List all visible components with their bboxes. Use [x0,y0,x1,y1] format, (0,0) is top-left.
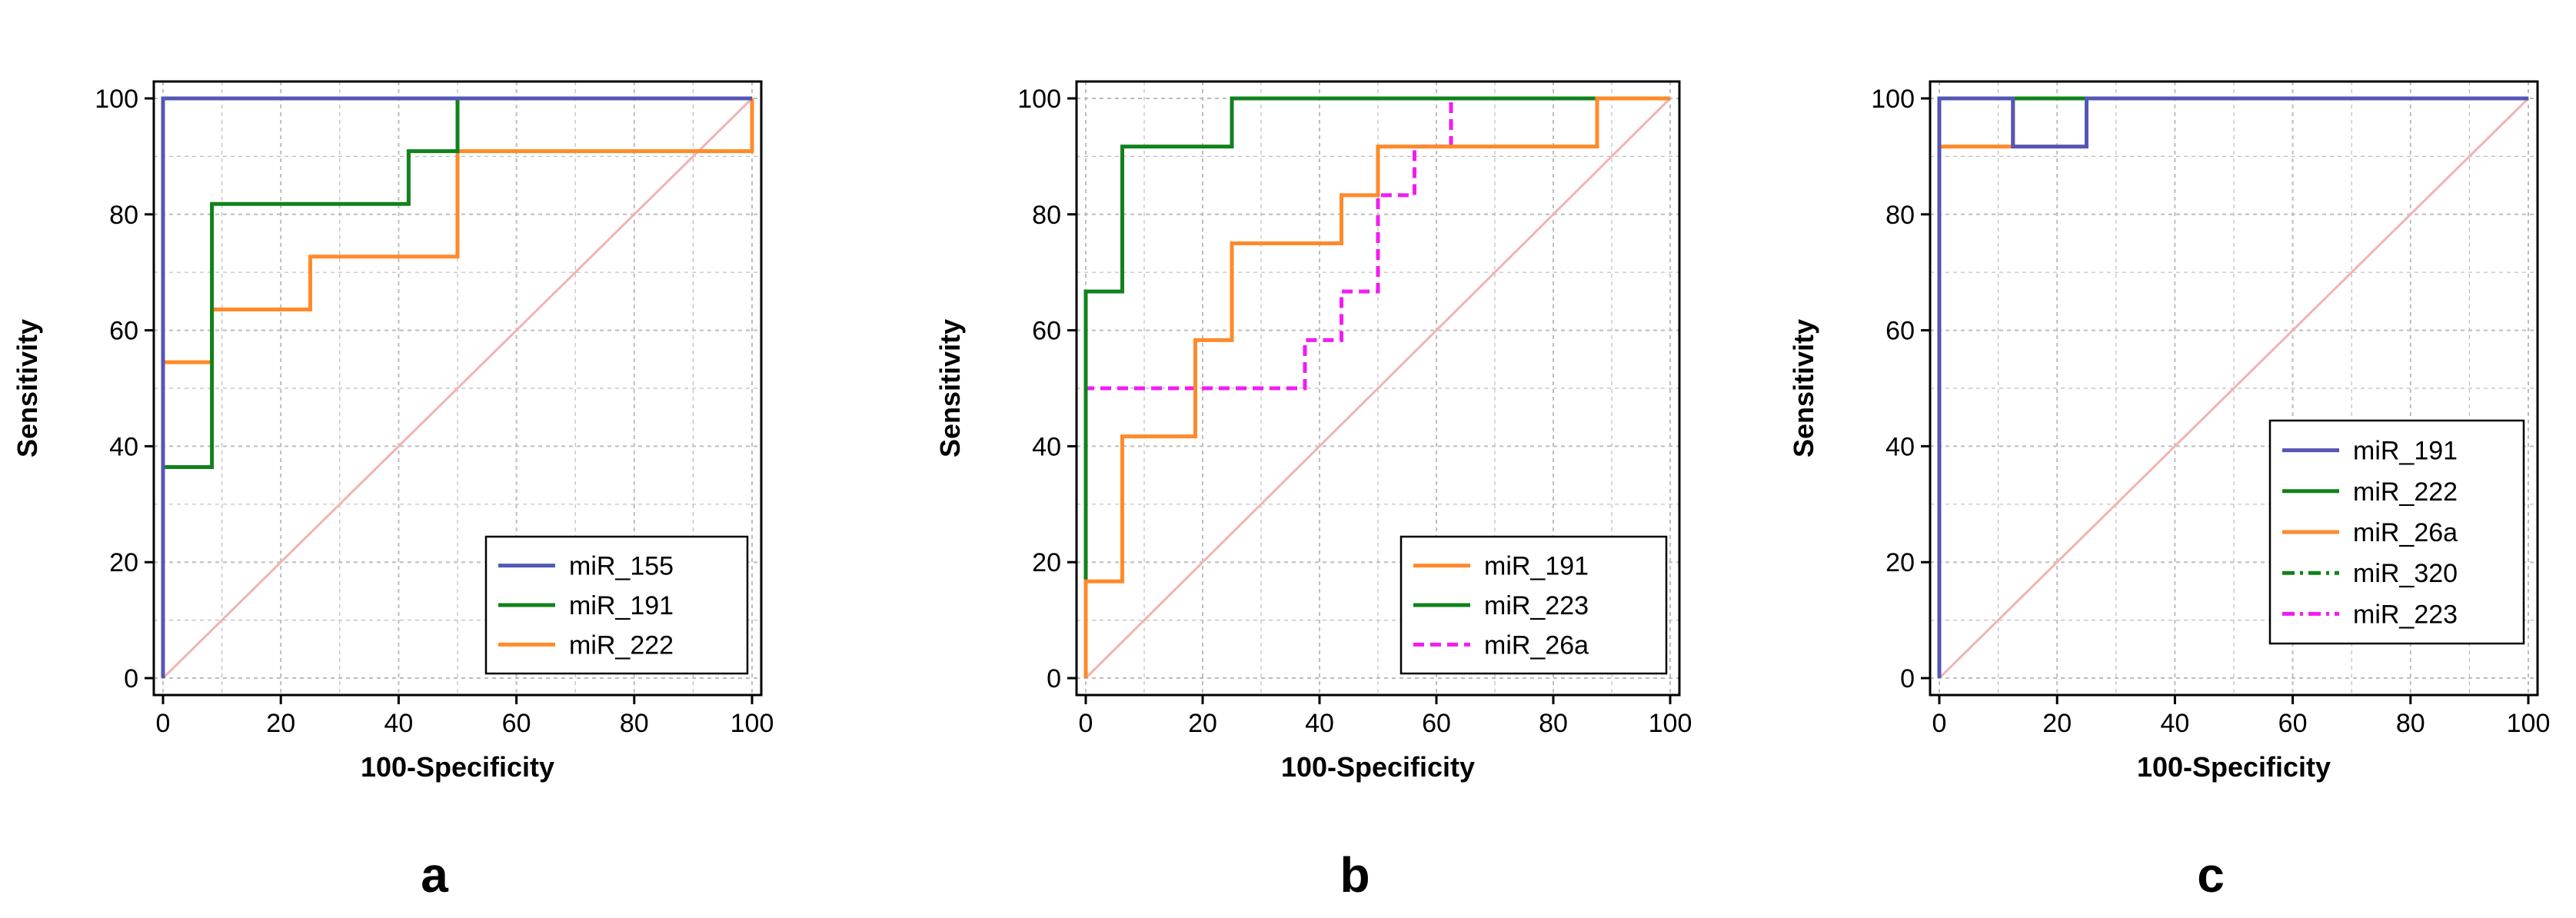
y-tick-label: 80 [1032,201,1061,230]
series-line-mir-191 [1083,96,1670,678]
y-tick-label: 60 [1032,317,1061,346]
x-tick-label: 60 [502,709,531,738]
y-axis-title: Sensitivity [934,319,966,457]
legend-label: miR_223 [2353,600,2458,629]
series-line-mir-191 [161,96,752,678]
y-tick-label: 60 [109,317,138,346]
plot-frame [1075,80,1681,697]
x-axis-title: 100-Specificity [2137,751,2331,783]
x-tick-label: 100 [2507,709,2551,738]
y-tick-label: 20 [1032,548,1061,577]
x-axis-title: 100-Specificity [361,751,554,783]
x-tick-label: 80 [2396,709,2425,738]
x-tick-label: 40 [2160,709,2189,738]
y-tick-label: 40 [1032,432,1061,461]
y-tick-label: 100 [1871,85,1915,114]
series-line-mir-223 [1083,96,1670,678]
legend-label: miR_320 [2353,559,2458,588]
series-line-mir-191 [1937,96,2528,678]
x-tick-label: 20 [266,709,295,738]
y-axis-title: Sensitivity [12,319,43,457]
legend-label: miR_155 [569,552,674,581]
panel-label: b [1340,847,1370,903]
y-tick-label: 40 [1885,432,1915,461]
y-tick-label: 100 [1017,85,1061,114]
legend-label: miR_222 [2353,477,2458,507]
chart-panel-a: 0 20 40 60 80 100 0 20 40 60 80 100 100-Specificity S… [12,80,774,903]
y-tick-label: 60 [1885,317,1915,346]
y-tick-label: 80 [1885,201,1915,230]
y-tick-label: 80 [109,201,138,230]
y-tick-label: 0 [1900,664,1915,693]
legend-label: miR_26a [2353,518,2458,547]
chart-panel-b: 0 20 40 60 80 100 0 20 40 60 80 100 100-Specificity S… [934,80,1692,903]
y-tick-label: 20 [1885,548,1915,577]
chart-panel-c: 0 20 40 60 80 100 0 20 40 60 80 100 100-Specificity S… [1788,80,2551,903]
x-tick-label: 100 [1649,709,1692,738]
x-tick-label: 20 [1188,709,1217,738]
x-tick-label: 40 [1305,709,1334,738]
y-axis-title: Sensitivity [1788,319,1819,457]
x-axis-title: 100-Specificity [1281,751,1475,783]
x-tick-label: 0 [156,709,171,738]
legend-label: miR_222 [569,630,674,660]
x-tick-label: 20 [2042,709,2072,738]
x-tick-label: 0 [1079,709,1093,738]
x-tick-label: 60 [1422,709,1451,738]
plot-frame [1929,80,2539,697]
x-tick-label: 80 [620,709,649,738]
y-tick-label: 20 [109,548,138,577]
reference-diagonal [161,97,754,680]
x-tick-label: 80 [1539,709,1568,738]
series-line-mir-155 [161,96,752,678]
panel-label: c [2197,847,2225,903]
legend-label: miR_191 [1484,552,1589,581]
plot-frame [152,80,763,697]
reference-diagonal [1938,97,2530,680]
y-tick-label: 0 [1047,664,1061,693]
x-tick-label: 100 [731,709,774,738]
x-tick-label: 0 [1932,709,1947,738]
y-tick-label: 40 [109,432,138,461]
series-line-mir-222 [161,98,754,678]
legend-label: miR_191 [2353,437,2458,466]
x-tick-label: 40 [384,709,413,738]
panel-label: a [421,847,448,903]
legend-label: miR_191 [569,591,674,620]
y-tick-label: 100 [95,85,138,114]
legend-label: miR_26a [1484,630,1589,660]
x-tick-label: 60 [2278,709,2308,738]
y-tick-label: 0 [124,664,138,693]
reference-diagonal [1084,97,1672,680]
legend-label: miR_223 [1484,591,1589,620]
